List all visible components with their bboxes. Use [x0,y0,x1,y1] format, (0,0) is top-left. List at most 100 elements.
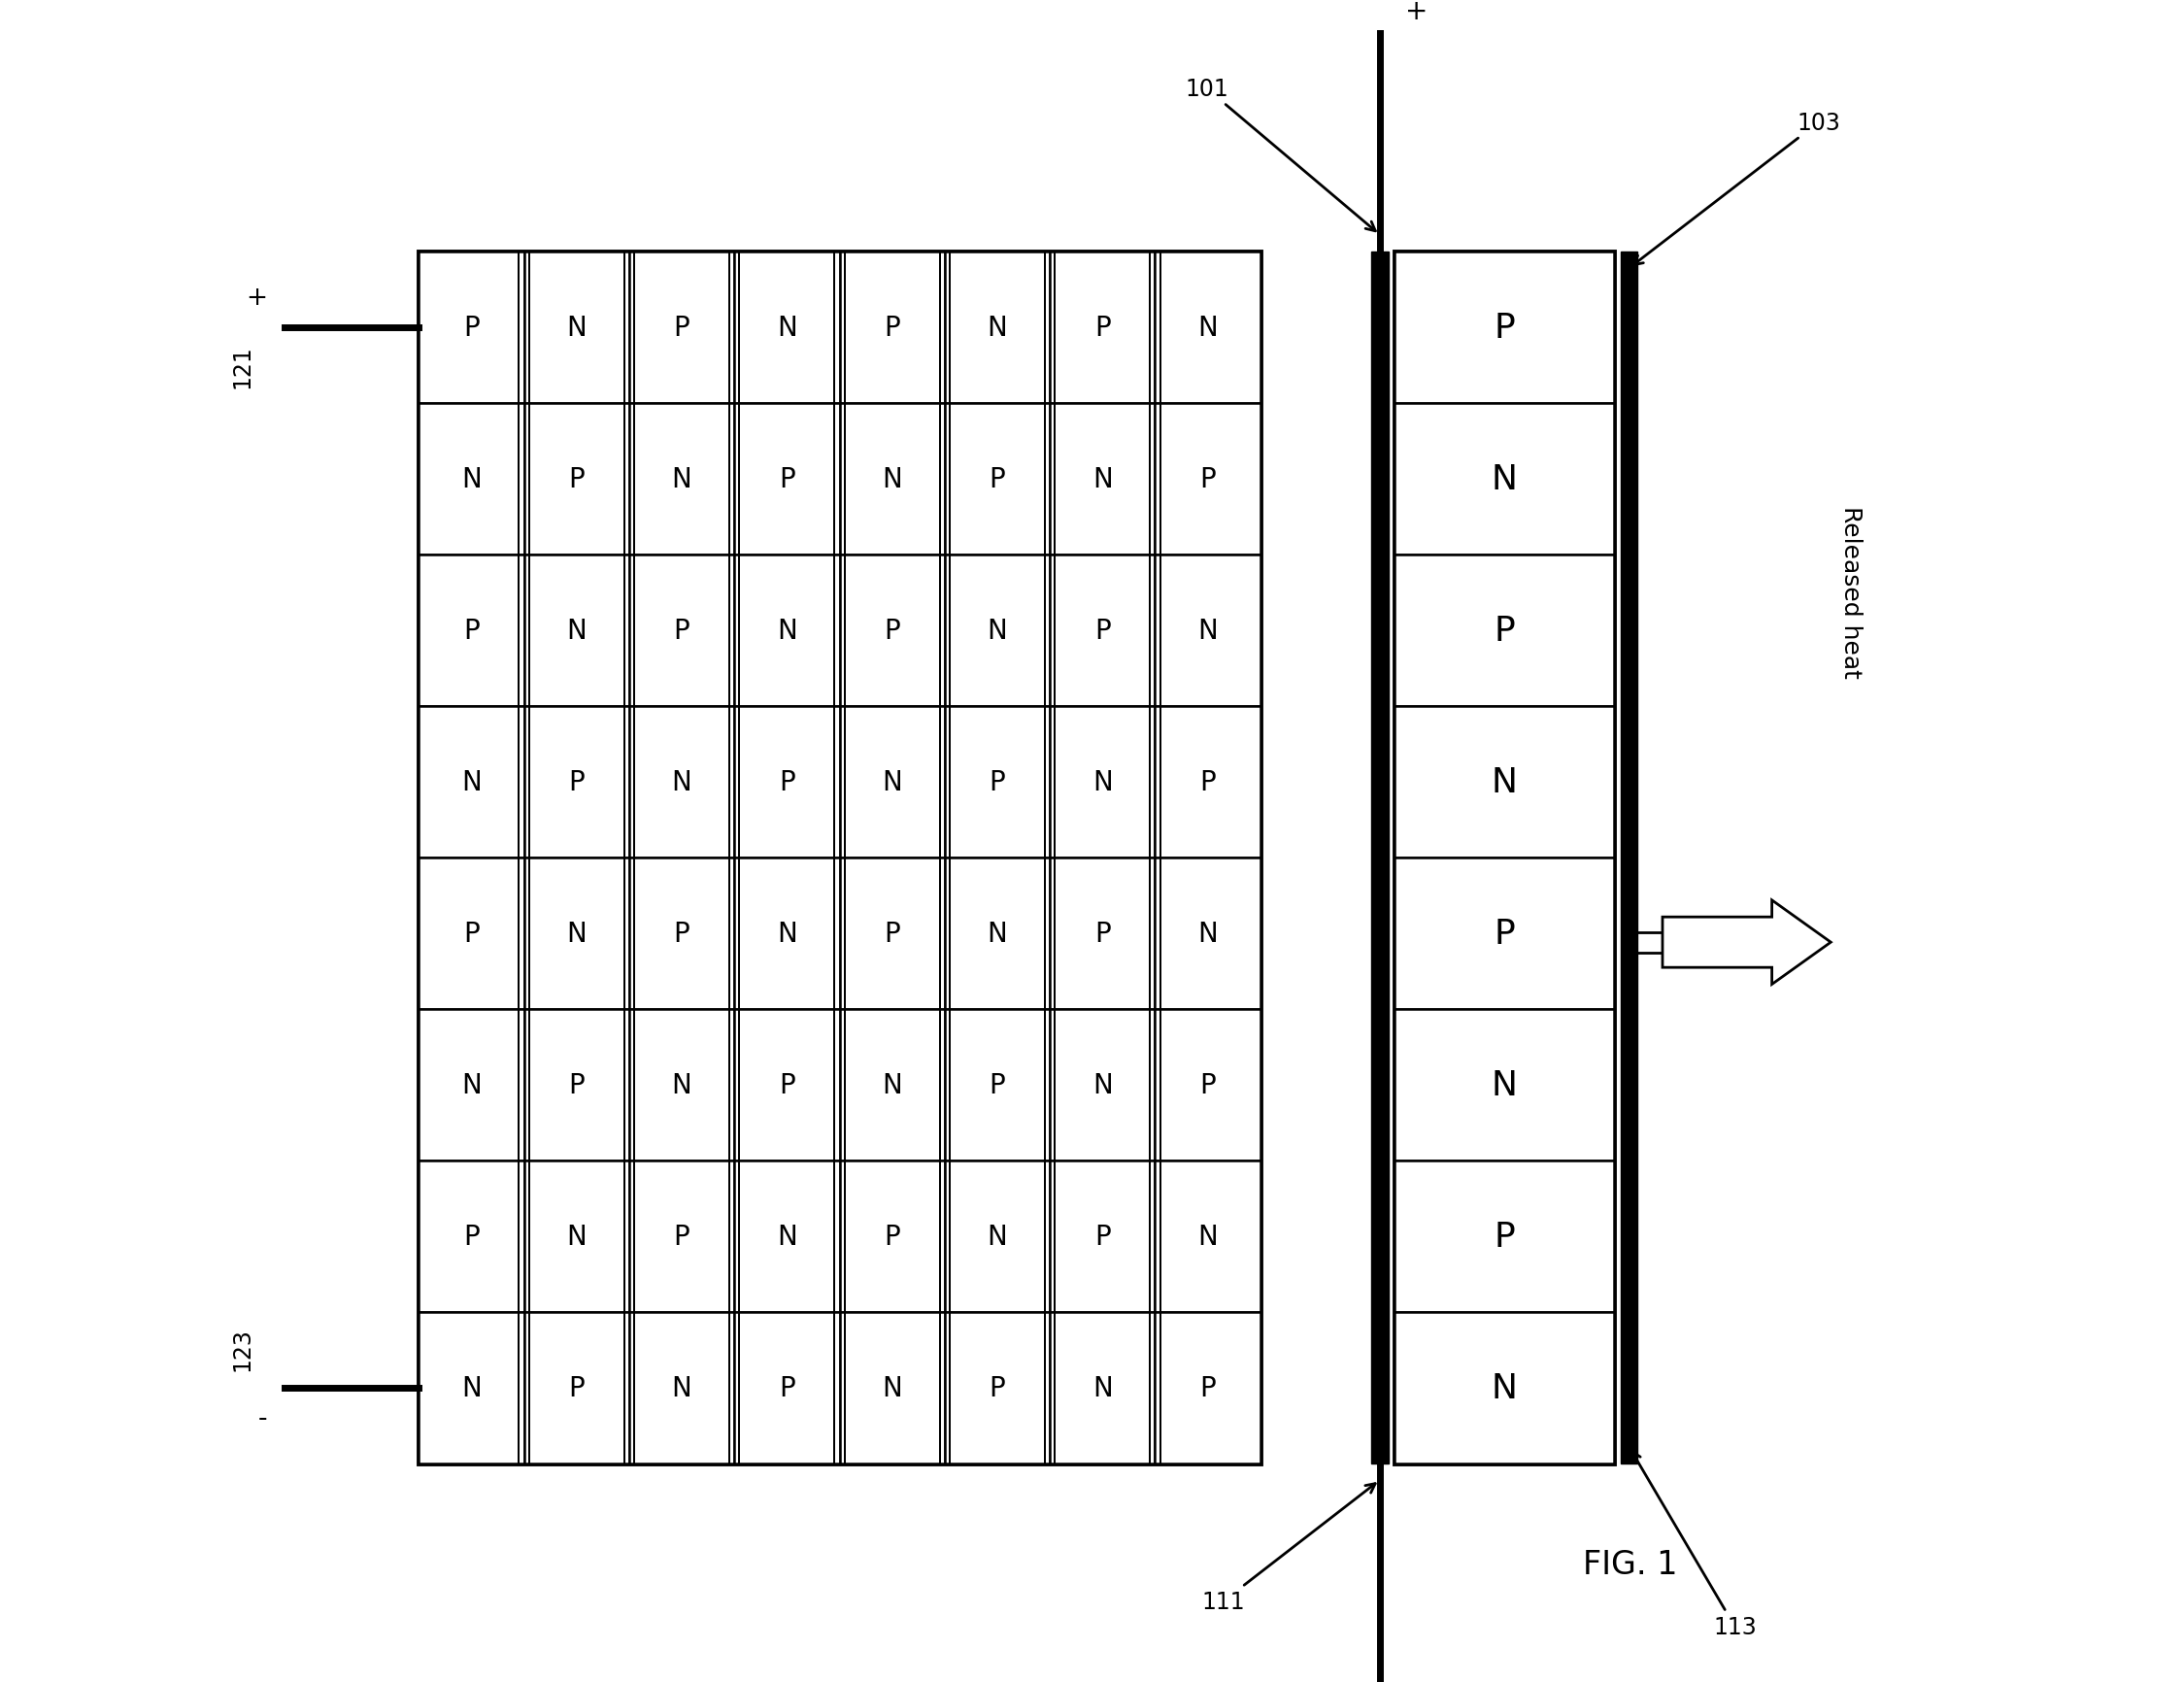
FancyArrow shape [1662,900,1830,984]
Bar [839,1009,946,1161]
Text: P: P [1199,466,1216,493]
Bar [1396,555,1614,706]
Text: P: P [885,1223,900,1250]
Text: P: P [1094,617,1112,644]
Text: N: N [1092,466,1112,493]
Bar [419,1009,524,1161]
Text: Released heat: Released heat [1839,505,1863,678]
Text: N: N [566,920,587,947]
Text: 101: 101 [1186,77,1376,232]
Bar [1396,1161,1614,1312]
Bar [1396,252,1614,404]
Text: +: + [247,284,266,311]
Bar [419,252,524,404]
Text: P: P [673,1223,690,1250]
Text: N: N [882,466,902,493]
Text: N: N [987,920,1007,947]
Bar [1155,1009,1260,1161]
Bar [734,555,839,706]
Text: P: P [568,466,585,493]
Bar [1051,1312,1155,1463]
Text: N: N [1197,315,1219,341]
Bar [419,1161,524,1312]
Bar [734,252,839,404]
Text: P: P [1199,1071,1216,1098]
Text: P: P [463,920,480,947]
Bar [1155,858,1260,1009]
Bar [629,404,734,555]
Bar [629,555,734,706]
Bar [1051,858,1155,1009]
Text: P: P [885,617,900,644]
Bar [419,555,524,706]
Bar [524,706,629,858]
Bar [839,858,946,1009]
Bar [419,858,524,1009]
Bar [839,1312,946,1463]
Bar [734,858,839,1009]
Text: N: N [882,1374,902,1401]
Text: N: N [1492,765,1518,799]
Bar [1051,252,1155,404]
Bar [1155,252,1260,404]
Bar [946,1312,1051,1463]
Bar [1155,555,1260,706]
Text: N: N [461,1374,480,1401]
Text: N: N [987,1223,1007,1250]
Text: N: N [1092,1071,1112,1098]
Text: P: P [885,920,900,947]
Bar [734,404,839,555]
Bar [629,1161,734,1312]
Text: -: - [258,1404,266,1431]
Bar [1155,1312,1260,1463]
Bar [734,1312,839,1463]
Bar [1396,1009,1614,1161]
Bar [946,555,1051,706]
Text: N: N [673,769,692,796]
Bar [419,1312,524,1463]
Text: N: N [566,315,587,341]
Bar [734,706,839,858]
Text: N: N [1492,1068,1518,1102]
Text: N: N [461,466,480,493]
Text: N: N [673,1071,692,1098]
Text: N: N [461,1071,480,1098]
Bar [1155,706,1260,858]
Text: P: P [568,1071,585,1098]
Text: P: P [1199,769,1216,796]
Text: P: P [673,920,690,947]
Bar [946,858,1051,1009]
Text: P: P [989,1374,1005,1401]
Text: N: N [461,769,480,796]
Text: P: P [463,617,480,644]
Text: N: N [673,1374,692,1401]
Bar [1051,555,1155,706]
Bar [1396,252,1614,1463]
Bar [734,1161,839,1312]
Bar [419,252,1260,1463]
Text: +: + [1404,0,1428,25]
Text: N: N [1197,617,1219,644]
Text: P: P [989,769,1005,796]
Bar [1396,858,1614,1009]
Text: N: N [566,617,587,644]
Bar [629,858,734,1009]
Bar [734,1009,839,1161]
Text: P: P [989,1071,1005,1098]
Bar [629,1312,734,1463]
Text: N: N [1492,1371,1518,1404]
Bar [946,1009,1051,1161]
Text: P: P [1494,311,1516,345]
Text: P: P [568,769,585,796]
Bar [946,404,1051,555]
Text: P: P [780,466,795,493]
Text: 121: 121 [232,345,253,389]
Text: N: N [987,617,1007,644]
Text: P: P [1494,614,1516,648]
Bar [419,706,524,858]
Bar [1396,404,1614,555]
Text: 123: 123 [232,1327,253,1371]
Text: P: P [1094,920,1112,947]
Bar [1155,1161,1260,1312]
Text: P: P [568,1374,585,1401]
